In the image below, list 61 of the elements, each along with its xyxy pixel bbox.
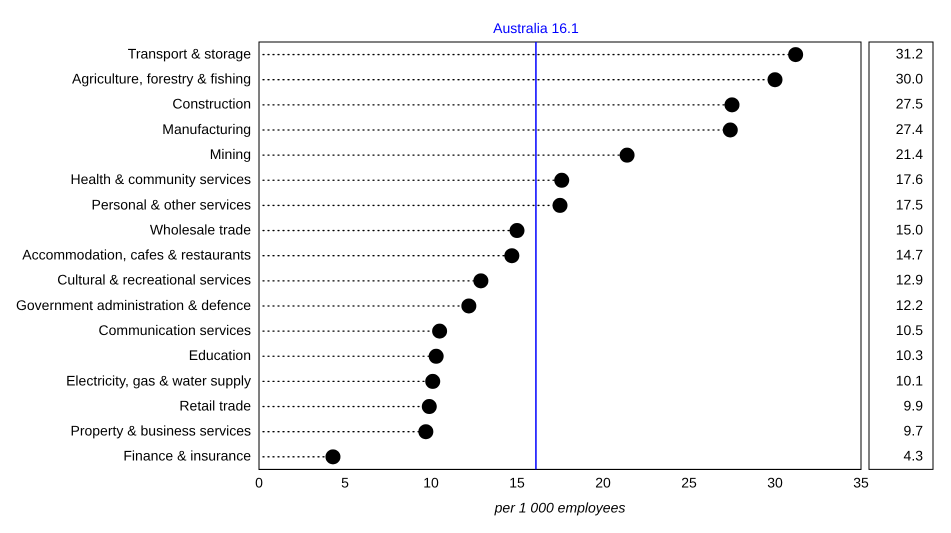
data-label: 12.9 [896,272,924,288]
y-tick-label: Health & community services [70,171,252,188]
data-label: 4.3 [904,448,924,464]
x-tick-label: 15 [509,474,526,491]
x-tick-label: 20 [595,474,612,491]
point [432,324,448,339]
point [504,248,520,264]
ref-line-label: Australia 16.1 [493,20,579,36]
y-tick-label: Education [188,347,252,364]
point [788,47,804,62]
data-label: 10.5 [896,322,924,338]
y-tick-label: Retail trade [179,397,252,414]
data-label: 10.3 [896,347,924,364]
y-tick-label: Accommodation, cafes & restaurants [22,246,252,263]
x-tick-label: 30 [767,474,783,491]
point [473,273,488,288]
point [768,72,782,88]
data-label: 10.1 [896,372,924,388]
data-label: 17.5 [896,196,924,212]
y-tick-label: Finance & insurance [123,448,252,464]
x-tick-label: 0 [255,474,264,491]
x-tick-label: 10 [423,474,440,491]
point [425,374,440,389]
data-label: 21.4 [896,146,924,162]
y-tick-label: Manufacturing [162,120,252,137]
y-tick-label: Agriculture, forestry & fishing [72,70,252,87]
x-tick-label: 5 [341,474,350,491]
y-tick-label: Property & business services [70,422,252,439]
point [620,148,635,163]
point [554,172,570,188]
data-label: 15.0 [896,221,924,238]
data-label: 17.6 [896,171,924,188]
point [325,449,340,464]
x-tick-label: 25 [681,474,697,491]
y-tick-label: Electricity, gas & water supply [66,372,252,388]
point [428,348,444,364]
y-tick-label: Communication services [98,322,252,338]
y-tick-label: Mining [210,146,252,162]
data-label: 9.9 [904,397,924,414]
y-tick-label: Personal & other services [91,196,252,212]
x-axis-title: per 1 000 employees [494,499,626,516]
point [724,97,740,112]
y-tick-label: Construction [172,96,252,112]
data-label: 12.2 [896,296,924,313]
data-label: 9.7 [904,422,924,439]
point [510,223,525,238]
data-label: 27.5 [896,96,924,112]
data-label: 31.2 [896,45,924,62]
y-tick-label: Government administration & defence [16,296,252,313]
x-tick-label: 35 [853,474,869,491]
y-tick-label: Transport & storage [128,45,252,62]
point [722,122,738,138]
y-tick-label: Cultural & recreational services [57,272,252,288]
data-label: 30.0 [896,70,924,87]
data-label: 14.7 [896,246,924,263]
point [422,399,437,414]
data-label: 27.4 [896,120,924,137]
point [418,424,434,440]
y-tick-label: Wholesale trade [150,221,252,238]
point [461,298,476,314]
point [552,198,568,213]
